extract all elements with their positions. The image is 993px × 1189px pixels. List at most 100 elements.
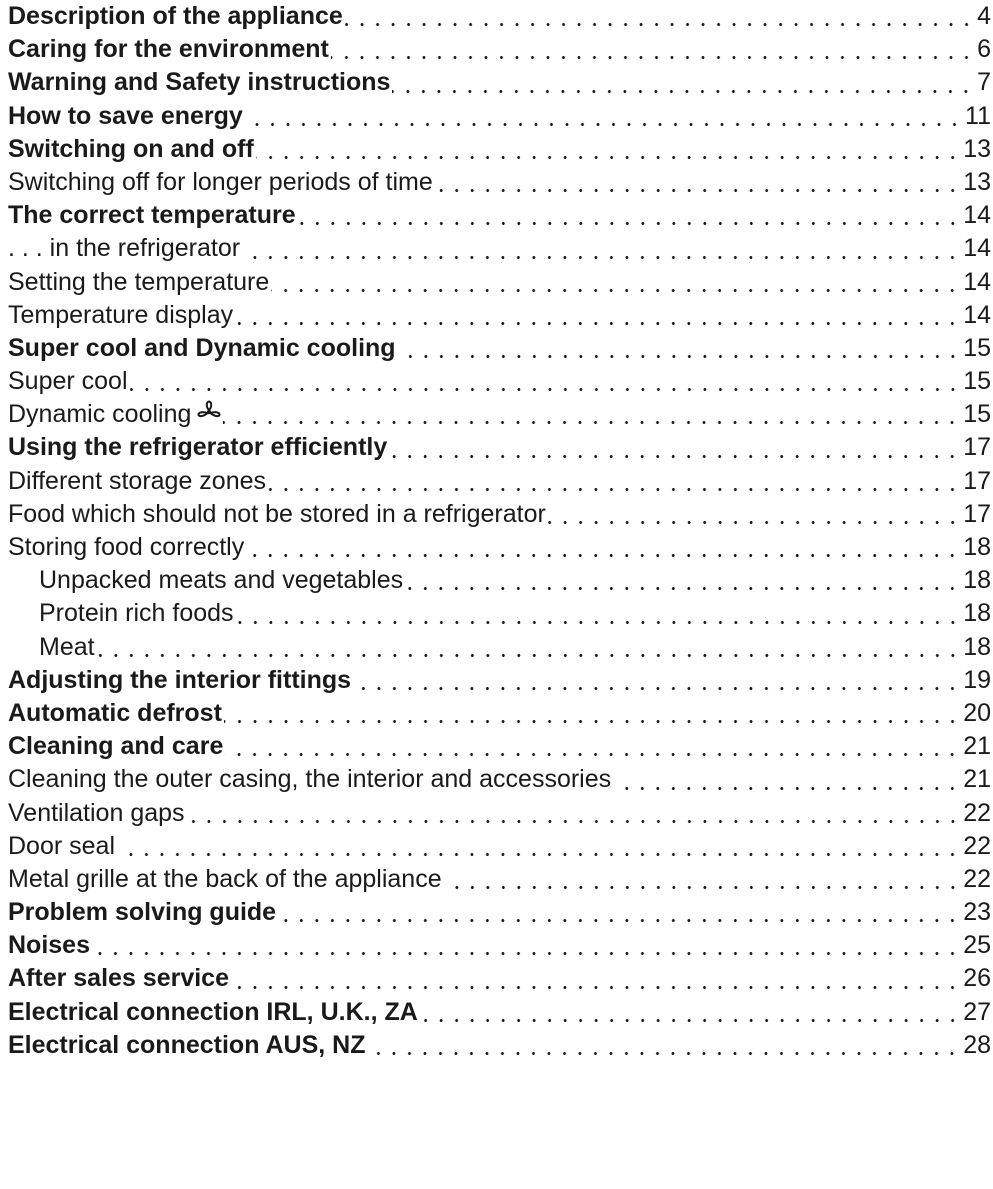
toc-entry-page-number: 26: [963, 964, 991, 993]
toc-entry-page-number: 15: [963, 400, 991, 429]
toc-entry-title: Cleaning and care: [8, 732, 224, 761]
dot-leader: [230, 962, 961, 996]
toc-entry-in-the-refrigerator[interactable]: . . . in the refrigerator 14: [8, 232, 991, 266]
toc-entry-super-cool-and-dynamic-cooling[interactable]: Super cool and Dynamic cooling 15: [8, 331, 991, 366]
toc-entry-protein-rich-foods[interactable]: Protein rich foods 18: [8, 597, 991, 631]
toc-entry-title: Protein rich foods: [39, 599, 234, 628]
toc-entry-the-correct-temperature[interactable]: The correct temperature 14: [8, 199, 991, 233]
toc-entry-meat[interactable]: Meat 18: [8, 630, 991, 664]
toc-entry-page-number: 17: [963, 433, 991, 462]
toc-entry-switching-off-for-longer-periods-of-time[interactable]: Switching off for longer periods of time…: [8, 165, 991, 200]
toc-entry-storing-food-correctly[interactable]: Storing food correctly 18: [8, 531, 991, 565]
toc-entry-super-cool[interactable]: Super cool 15: [8, 365, 991, 399]
toc-entry-title: Cleaning the outer casing, the interior …: [8, 765, 612, 794]
toc-entry-title: Automatic defrost: [8, 698, 222, 727]
toc-entry-setting-the-temperature[interactable]: Setting the temperature 14: [8, 265, 991, 299]
toc-entry-cleaning-the-outer-casing-the-interior-and-accessories[interactable]: Cleaning the outer casing, the interior …: [8, 763, 991, 797]
toc-entry-page-number: 18: [963, 599, 991, 628]
toc-entry-food-which-should-not-be-stored-in-a-refrigerator[interactable]: Food which should not be stored in a ref…: [8, 497, 991, 531]
toc-entry-caring-for-the-environment[interactable]: Caring for the environment 6: [8, 33, 991, 67]
toc-entry-title: Super cool and Dynamic cooling: [8, 333, 396, 362]
toc-entry-title: Meat: [39, 632, 95, 661]
toc-entry-page-number: 18: [963, 533, 991, 561]
toc-entry-page-number: 20: [963, 698, 991, 727]
dot-leader: [278, 896, 961, 930]
toc-entry-temperature-display[interactable]: Temperature display 14: [8, 298, 991, 332]
toc-entry-adjusting-the-interior-fittings[interactable]: Adjusting the interior fittings 19: [8, 663, 991, 697]
toc-entry-page-number: 6: [977, 35, 991, 64]
toc-entry-page-number: 13: [963, 167, 991, 196]
dot-leader: [129, 365, 961, 399]
toc-entry-electrical-connection-irl-u-k-za[interactable]: Electrical connection IRL, U.K., ZA 27: [8, 995, 991, 1029]
dot-leader: [613, 763, 961, 797]
dot-leader: [434, 165, 961, 200]
toc-entry-title: Setting the temperature: [8, 267, 270, 296]
toc-entry-page-number: 28: [963, 1030, 991, 1059]
toc-entry-different-storage-zones[interactable]: Different storage zones 17: [8, 464, 991, 498]
toc-entry-problem-solving-guide[interactable]: Problem solving guide 23: [8, 896, 991, 930]
toc-entry-title: Super cool: [8, 367, 128, 396]
dot-leader: [186, 796, 961, 830]
toc-entry-metal-grille-at-the-back-of-the-appliance[interactable]: Metal grille at the back of the applianc…: [8, 862, 991, 897]
dot-leader: [353, 663, 961, 697]
toc-entry-title: Food which should not be stored in a ref…: [8, 499, 546, 528]
toc-entry-page-number: 17: [963, 466, 991, 495]
toc-entry-page-number: 27: [963, 997, 991, 1026]
toc-entry-page-number: 14: [963, 234, 991, 263]
dot-leader: [344, 0, 975, 34]
toc-entry-after-sales-service[interactable]: After sales service 26: [8, 962, 991, 996]
toc-entry-page-number: 11: [965, 101, 991, 130]
dot-leader: [271, 265, 961, 299]
toc-entry-page-number: 14: [963, 201, 991, 230]
toc-entry-page-number: 18: [963, 566, 991, 595]
toc-entry-page-number: 17: [963, 499, 991, 528]
dot-leader: [244, 99, 963, 133]
toc-entry-page-number: 21: [963, 732, 991, 761]
toc-entry-using-the-refrigerator-efficiently[interactable]: Using the refrigerator efficiently 17: [8, 431, 991, 465]
toc-entry-page-number: 7: [977, 68, 991, 97]
toc-entry-title: Electrical connection AUS, NZ: [8, 1030, 366, 1059]
toc-entry-title: Temperature display: [8, 300, 234, 329]
dot-leader: [235, 298, 961, 332]
dot-leader: [419, 995, 961, 1029]
toc-entry-dynamic-cooling[interactable]: Dynamic cooling 15: [8, 398, 991, 432]
toc-entry-noises[interactable]: Noises 25: [8, 929, 991, 963]
toc-entry-title: Using the refrigerator efficiently: [8, 433, 388, 462]
toc-entry-how-to-save-energy[interactable]: How to save energy 11: [8, 99, 991, 133]
toc-entry-page-number: 21: [963, 765, 991, 794]
dot-leader: [367, 1028, 961, 1062]
dot-leader: [330, 33, 975, 67]
fan-icon: [197, 400, 221, 422]
dot-leader: [268, 464, 961, 498]
dot-leader: [223, 398, 961, 432]
toc-entry-title: Noises: [8, 931, 90, 960]
toc-entry-title: Problem solving guide: [8, 898, 277, 927]
toc-entry-description-of-the-appliance[interactable]: Description of the appliance 4: [8, 0, 991, 34]
dot-leader: [405, 564, 961, 598]
toc-entry-switching-on-and-off[interactable]: Switching on and off 13: [8, 132, 991, 166]
toc-entry-page-number: 22: [963, 831, 991, 860]
toc-entry-page-number: 13: [963, 134, 991, 163]
toc-entry-warning-and-safety-instructions[interactable]: Warning and Safety instructions 7: [8, 66, 991, 100]
toc-entry-door-seal[interactable]: Door seal 22: [8, 829, 991, 863]
dot-leader: [235, 597, 961, 631]
dot-leader: [255, 132, 961, 166]
toc-entry-page-number: 14: [963, 300, 991, 329]
dot-leader: [547, 497, 961, 531]
toc-entry-page-number: 23: [963, 898, 991, 927]
toc-entry-cleaning-and-care[interactable]: Cleaning and care 21: [8, 730, 991, 764]
toc-entry-title: Warning and Safety instructions: [8, 68, 391, 97]
dot-leader: [117, 829, 961, 863]
toc-entry-automatic-defrost[interactable]: Automatic defrost 20: [8, 696, 991, 731]
toc-entry-title: Description of the appliance: [8, 2, 343, 30]
dot-leader: [392, 66, 975, 100]
toc-entry-title: Switching on and off: [8, 134, 254, 163]
toc-entry-electrical-connection-aus-nz[interactable]: Electrical connection AUS, NZ 28: [8, 1028, 991, 1062]
toc-entry-unpacked-meats-and-vegetables[interactable]: Unpacked meats and vegetables 18: [8, 564, 991, 598]
dot-leader: [397, 331, 961, 366]
toc-entry-page-number: 22: [963, 798, 991, 827]
toc-entry-title: Caring for the environment: [8, 35, 329, 64]
toc-entry-title: How to save energy: [8, 101, 243, 130]
toc-entry-ventilation-gaps[interactable]: Ventilation gaps 22: [8, 796, 991, 830]
toc-entry-title: The correct temperature: [8, 201, 296, 230]
